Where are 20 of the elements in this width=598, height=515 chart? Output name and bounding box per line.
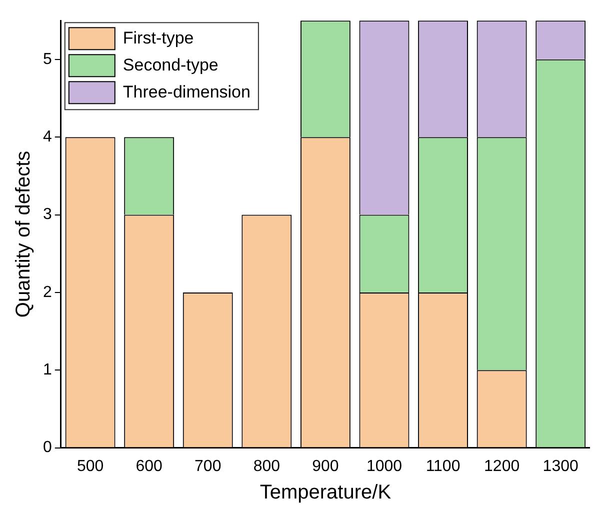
y-axis-title: Quantity of defects bbox=[12, 150, 35, 318]
x-tick-label: 1000 bbox=[366, 458, 402, 475]
y-tick-label: 0 bbox=[42, 439, 52, 456]
y-tick-label: 1 bbox=[42, 362, 52, 379]
y-tick-label: 3 bbox=[42, 206, 52, 224]
x-tick-label: 1200 bbox=[484, 458, 520, 475]
x-tick-label: 700 bbox=[194, 458, 222, 475]
x-tick-label: 500 bbox=[76, 458, 104, 475]
x-tick-label: 1100 bbox=[426, 458, 460, 475]
legend-label: Second-type bbox=[122, 55, 218, 74]
y-tick-label: 5 bbox=[42, 50, 52, 68]
legend-label: Three-dimension bbox=[122, 82, 250, 102]
x-tick-label: 1300 bbox=[542, 458, 579, 475]
x-tick-label: 800 bbox=[253, 458, 280, 475]
y-tick-label: 2 bbox=[42, 284, 52, 301]
x-tick-label: 600 bbox=[136, 458, 163, 475]
x-axis-title: Temperature/K bbox=[260, 482, 392, 504]
x-tick-label: 900 bbox=[312, 458, 339, 475]
y-tick-label: 4 bbox=[42, 128, 52, 146]
legend-label: First-type bbox=[122, 28, 194, 48]
